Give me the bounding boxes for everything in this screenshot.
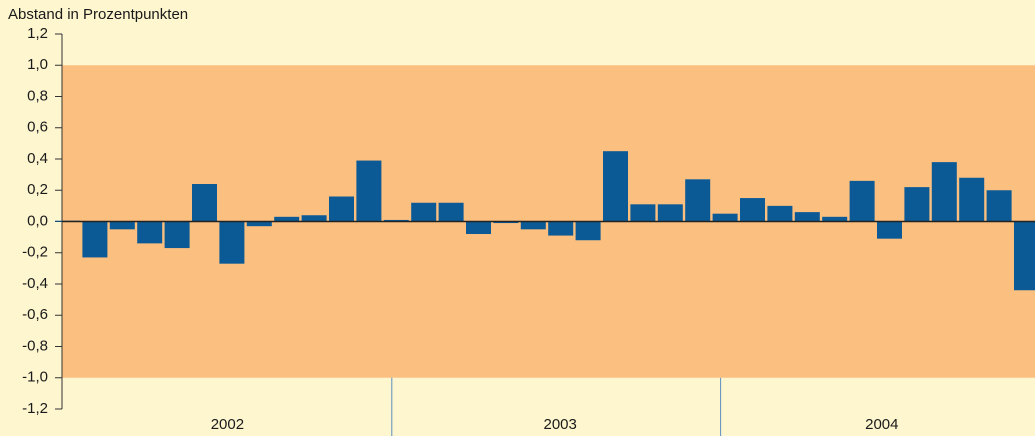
bar (219, 221, 245, 264)
y-tick-label: 1,0 (27, 56, 48, 73)
y-tick-label: -0,4 (22, 275, 48, 292)
bar (356, 160, 382, 222)
bar (301, 215, 327, 222)
y-tick-label: 0,0 (27, 212, 48, 229)
bar (685, 179, 711, 222)
bar (877, 221, 902, 239)
bar (603, 151, 628, 222)
bar (520, 221, 546, 230)
bar (904, 187, 930, 222)
bar (767, 205, 793, 222)
bar (986, 190, 1012, 222)
bar (822, 216, 848, 222)
y-tick-label: -1,0 (22, 369, 48, 386)
bar (630, 204, 656, 222)
bar (657, 204, 683, 222)
bar (466, 221, 491, 234)
y-tick-label: 0,6 (27, 119, 48, 136)
bar (109, 221, 135, 230)
bar (82, 221, 108, 258)
bar (192, 184, 217, 222)
y-tick-label: 0,2 (27, 181, 48, 198)
axis-title: Abstand in Prozentpunkten (8, 6, 188, 23)
x-group-label: 2002 (211, 416, 244, 433)
y-tick-label: 0,4 (27, 150, 48, 167)
bar (493, 221, 519, 224)
bar (575, 221, 601, 241)
y-tick-label: -0,8 (22, 337, 48, 354)
bar (1014, 221, 1035, 291)
bar (383, 219, 409, 222)
bar (794, 212, 820, 222)
bar (740, 198, 765, 222)
bar (712, 213, 738, 222)
bar (849, 180, 875, 222)
bar (548, 221, 574, 236)
bar (329, 196, 354, 222)
bar (246, 221, 272, 227)
y-tick-label: 0,8 (27, 87, 48, 104)
bar (137, 221, 163, 244)
x-group-label: 2004 (865, 416, 898, 433)
x-group-label: 2003 (544, 416, 577, 433)
y-tick-label: -1,2 (22, 400, 48, 417)
bar (438, 202, 464, 222)
y-tick-label: -0,2 (22, 244, 48, 261)
bar (959, 177, 985, 222)
bar (411, 202, 437, 222)
y-tick-label: 1,2 (27, 25, 48, 42)
bar (274, 216, 300, 222)
bar (164, 221, 190, 249)
y-tick-label: -0,6 (22, 306, 48, 323)
bar (931, 162, 957, 222)
